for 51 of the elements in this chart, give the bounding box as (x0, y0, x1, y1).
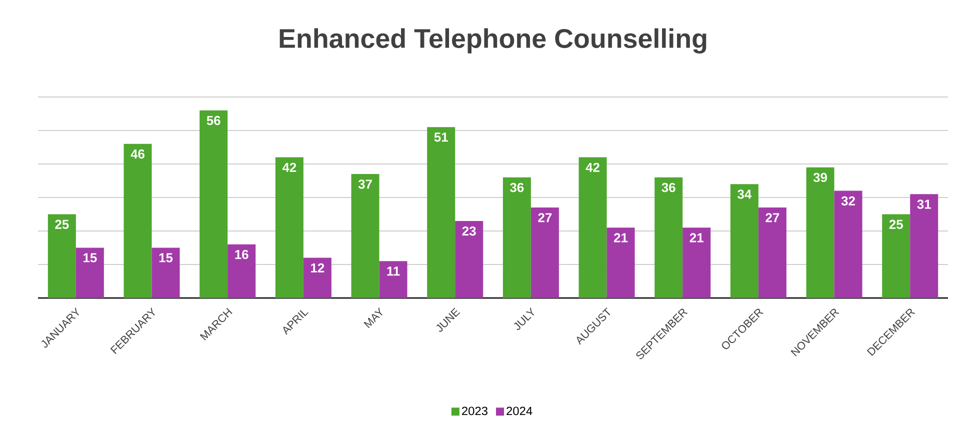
bar (834, 190, 862, 298)
legend-label: 2023 (462, 406, 488, 416)
data-label: 21 (614, 233, 628, 242)
bar (455, 220, 484, 298)
data-label: 46 (130, 149, 144, 159)
data-label: 56 (206, 116, 220, 126)
data-label: 42 (586, 162, 600, 172)
data-label: 11 (387, 266, 400, 276)
bar (606, 228, 635, 298)
data-label: 51 (434, 132, 448, 142)
bar (806, 167, 834, 298)
data-label: 36 (662, 182, 676, 192)
data-label: 39 (813, 172, 827, 182)
data-label: 42 (282, 162, 296, 172)
data-label: 27 (766, 213, 780, 222)
bar (910, 194, 938, 298)
bar (48, 214, 76, 298)
bar (124, 144, 152, 298)
bar (530, 208, 559, 298)
bar (228, 244, 256, 298)
bar (730, 184, 758, 298)
data-label: 25 (55, 220, 69, 229)
bar (578, 157, 607, 298)
bar (502, 177, 531, 298)
data-label: 15 (84, 253, 97, 262)
chart-title: Enhanced Telephone Counselling (280, 28, 706, 54)
bar (351, 174, 380, 298)
bar (275, 157, 304, 298)
data-label: 15 (159, 253, 173, 262)
bar (758, 208, 786, 298)
bar (654, 177, 683, 298)
data-label: 32 (841, 196, 855, 206)
data-label: 16 (235, 250, 248, 260)
data-label: 12 (311, 263, 324, 272)
bar (200, 110, 228, 298)
data-label: 21 (690, 233, 704, 242)
bar (76, 248, 104, 298)
bar (152, 248, 180, 298)
data-label: 27 (538, 213, 552, 222)
data-label: 34 (738, 190, 752, 199)
bar (303, 258, 332, 298)
data-label: 37 (358, 180, 372, 189)
bar (379, 261, 408, 298)
data-label: 23 (462, 226, 476, 236)
bar (682, 228, 711, 298)
bar (882, 214, 910, 298)
bar (427, 127, 456, 298)
data-label: 31 (917, 200, 931, 209)
data-label: 36 (510, 182, 524, 192)
legend-label: 2024 (506, 406, 532, 416)
data-label: 25 (889, 220, 903, 229)
